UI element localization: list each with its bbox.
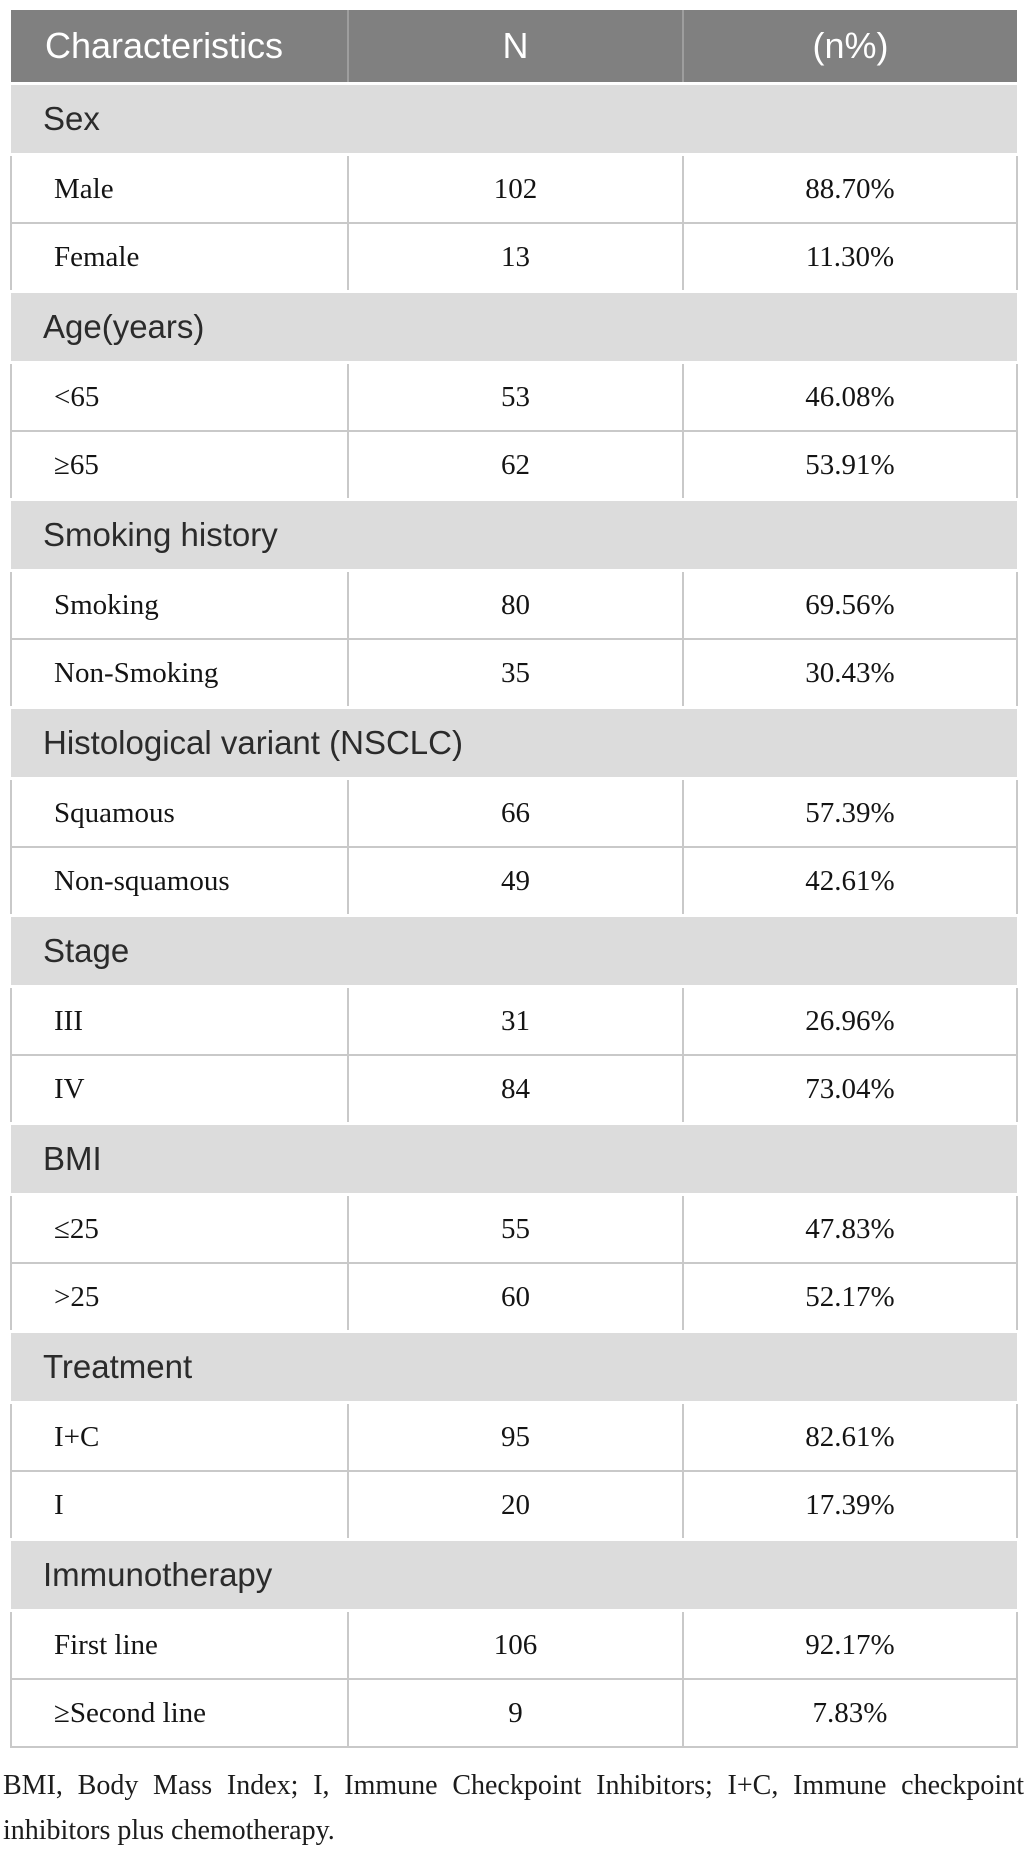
row-percent-value: 7.83%	[682, 1678, 1018, 1748]
row-label: Non-Smoking	[10, 638, 349, 709]
row-n-value: 13	[347, 222, 684, 293]
section-label: Treatment	[11, 1330, 1017, 1404]
row-n-value: 95	[347, 1401, 684, 1472]
table-row: ≥Second line 9 7.83%	[10, 1678, 1018, 1748]
table-row: >25 60 52.17%	[10, 1262, 1018, 1333]
row-n-value: 106	[347, 1609, 684, 1680]
row-label: <65	[10, 361, 349, 432]
section-row: Treatment	[11, 1330, 1017, 1404]
section-label: BMI	[11, 1122, 1017, 1196]
row-percent-value: 82.61%	[682, 1401, 1018, 1472]
row-label: Female	[10, 222, 349, 293]
row-n-value: 55	[347, 1193, 684, 1264]
table-row: I 20 17.39%	[10, 1470, 1018, 1541]
row-n-value: 66	[347, 777, 684, 848]
section-row: Histological variant (NSCLC)	[11, 706, 1017, 780]
table-row: Female 13 11.30%	[10, 222, 1018, 293]
table-row: ≥65 62 53.91%	[10, 430, 1018, 501]
table-row: Male 102 88.70%	[10, 153, 1018, 224]
col-header-percent: (n%)	[682, 10, 1017, 84]
section-row: Age(years)	[11, 290, 1017, 364]
section-row: Smoking history	[11, 498, 1017, 572]
row-percent-value: 53.91%	[682, 430, 1018, 501]
row-label: I+C	[10, 1401, 349, 1472]
table-row: I+C 95 82.61%	[10, 1401, 1018, 1472]
row-n-value: 62	[347, 430, 684, 501]
row-label: First line	[10, 1609, 349, 1680]
row-label: Male	[10, 153, 349, 224]
section-row: Stage	[11, 914, 1017, 988]
row-percent-value: 42.61%	[682, 846, 1018, 917]
row-percent-value: 88.70%	[682, 153, 1018, 224]
row-label: Smoking	[10, 569, 349, 640]
characteristics-table: Characteristics N (n%) Sex Male 102 88.70% F…	[10, 10, 1018, 1748]
row-n-value: 60	[347, 1262, 684, 1333]
table-row: ≤25 55 47.83%	[10, 1193, 1018, 1264]
row-n-value: 9	[347, 1678, 684, 1748]
row-label: ≥Second line	[10, 1678, 349, 1748]
section-label: Histological variant (NSCLC)	[11, 706, 1017, 780]
row-percent-value: 57.39%	[682, 777, 1018, 848]
table-row: III 31 26.96%	[10, 985, 1018, 1056]
section-row: Immunotherapy	[11, 1538, 1017, 1612]
row-percent-value: 30.43%	[682, 638, 1018, 709]
section-row: BMI	[11, 1122, 1017, 1196]
table-row: <65 53 46.08%	[10, 361, 1018, 432]
table-body: Sex Male 102 88.70% Female 13 11.30% Age(years)…	[10, 82, 1018, 1748]
footnote-line-2: inhibitors plus chemotherapy.	[3, 1814, 335, 1846]
row-n-value: 84	[347, 1054, 684, 1125]
row-percent-value: 47.83%	[682, 1193, 1018, 1264]
table-footnote: BMI, Body Mass Index; I, Immune Checkpoi…	[3, 1764, 1024, 1850]
row-label: I	[10, 1470, 349, 1541]
row-percent-value: 92.17%	[682, 1609, 1018, 1680]
row-percent-value: 73.04%	[682, 1054, 1018, 1125]
row-n-value: 80	[347, 569, 684, 640]
section-label: Sex	[11, 82, 1017, 156]
row-n-value: 53	[347, 361, 684, 432]
row-n-value: 20	[347, 1470, 684, 1541]
row-percent-value: 46.08%	[682, 361, 1018, 432]
section-row: Sex	[11, 82, 1017, 156]
row-label: ≤25	[10, 1193, 349, 1264]
row-label: Non-squamous	[10, 846, 349, 917]
table-row: Non-Smoking 35 30.43%	[10, 638, 1018, 709]
row-percent-value: 17.39%	[682, 1470, 1018, 1541]
row-percent-value: 11.30%	[682, 222, 1018, 293]
row-label: III	[10, 985, 349, 1056]
row-label: ≥65	[10, 430, 349, 501]
row-n-value: 31	[347, 985, 684, 1056]
row-n-value: 49	[347, 846, 684, 917]
row-n-value: 102	[347, 153, 684, 224]
section-label: Immunotherapy	[11, 1538, 1017, 1612]
table-header-row: Characteristics N (n%)	[11, 10, 1017, 84]
row-percent-value: 69.56%	[682, 569, 1018, 640]
footnote-line-1: BMI, Body Mass Index; I, Immune Checkpoi…	[3, 1770, 1024, 1801]
row-label: Squamous	[10, 777, 349, 848]
row-percent-value: 52.17%	[682, 1262, 1018, 1333]
col-header-characteristics: Characteristics	[11, 10, 348, 84]
section-label: Age(years)	[11, 290, 1017, 364]
col-header-n: N	[347, 10, 683, 84]
table-row: IV 84 73.04%	[10, 1054, 1018, 1125]
section-label: Smoking history	[11, 498, 1017, 572]
table-row: Smoking 80 69.56%	[10, 569, 1018, 640]
table-row: Non-squamous 49 42.61%	[10, 846, 1018, 917]
table-row: Squamous 66 57.39%	[10, 777, 1018, 848]
row-label: IV	[10, 1054, 349, 1125]
table-row: First line 106 92.17%	[10, 1609, 1018, 1680]
row-label: >25	[10, 1262, 349, 1333]
section-label: Stage	[11, 914, 1017, 988]
row-n-value: 35	[347, 638, 684, 709]
row-percent-value: 26.96%	[682, 985, 1018, 1056]
